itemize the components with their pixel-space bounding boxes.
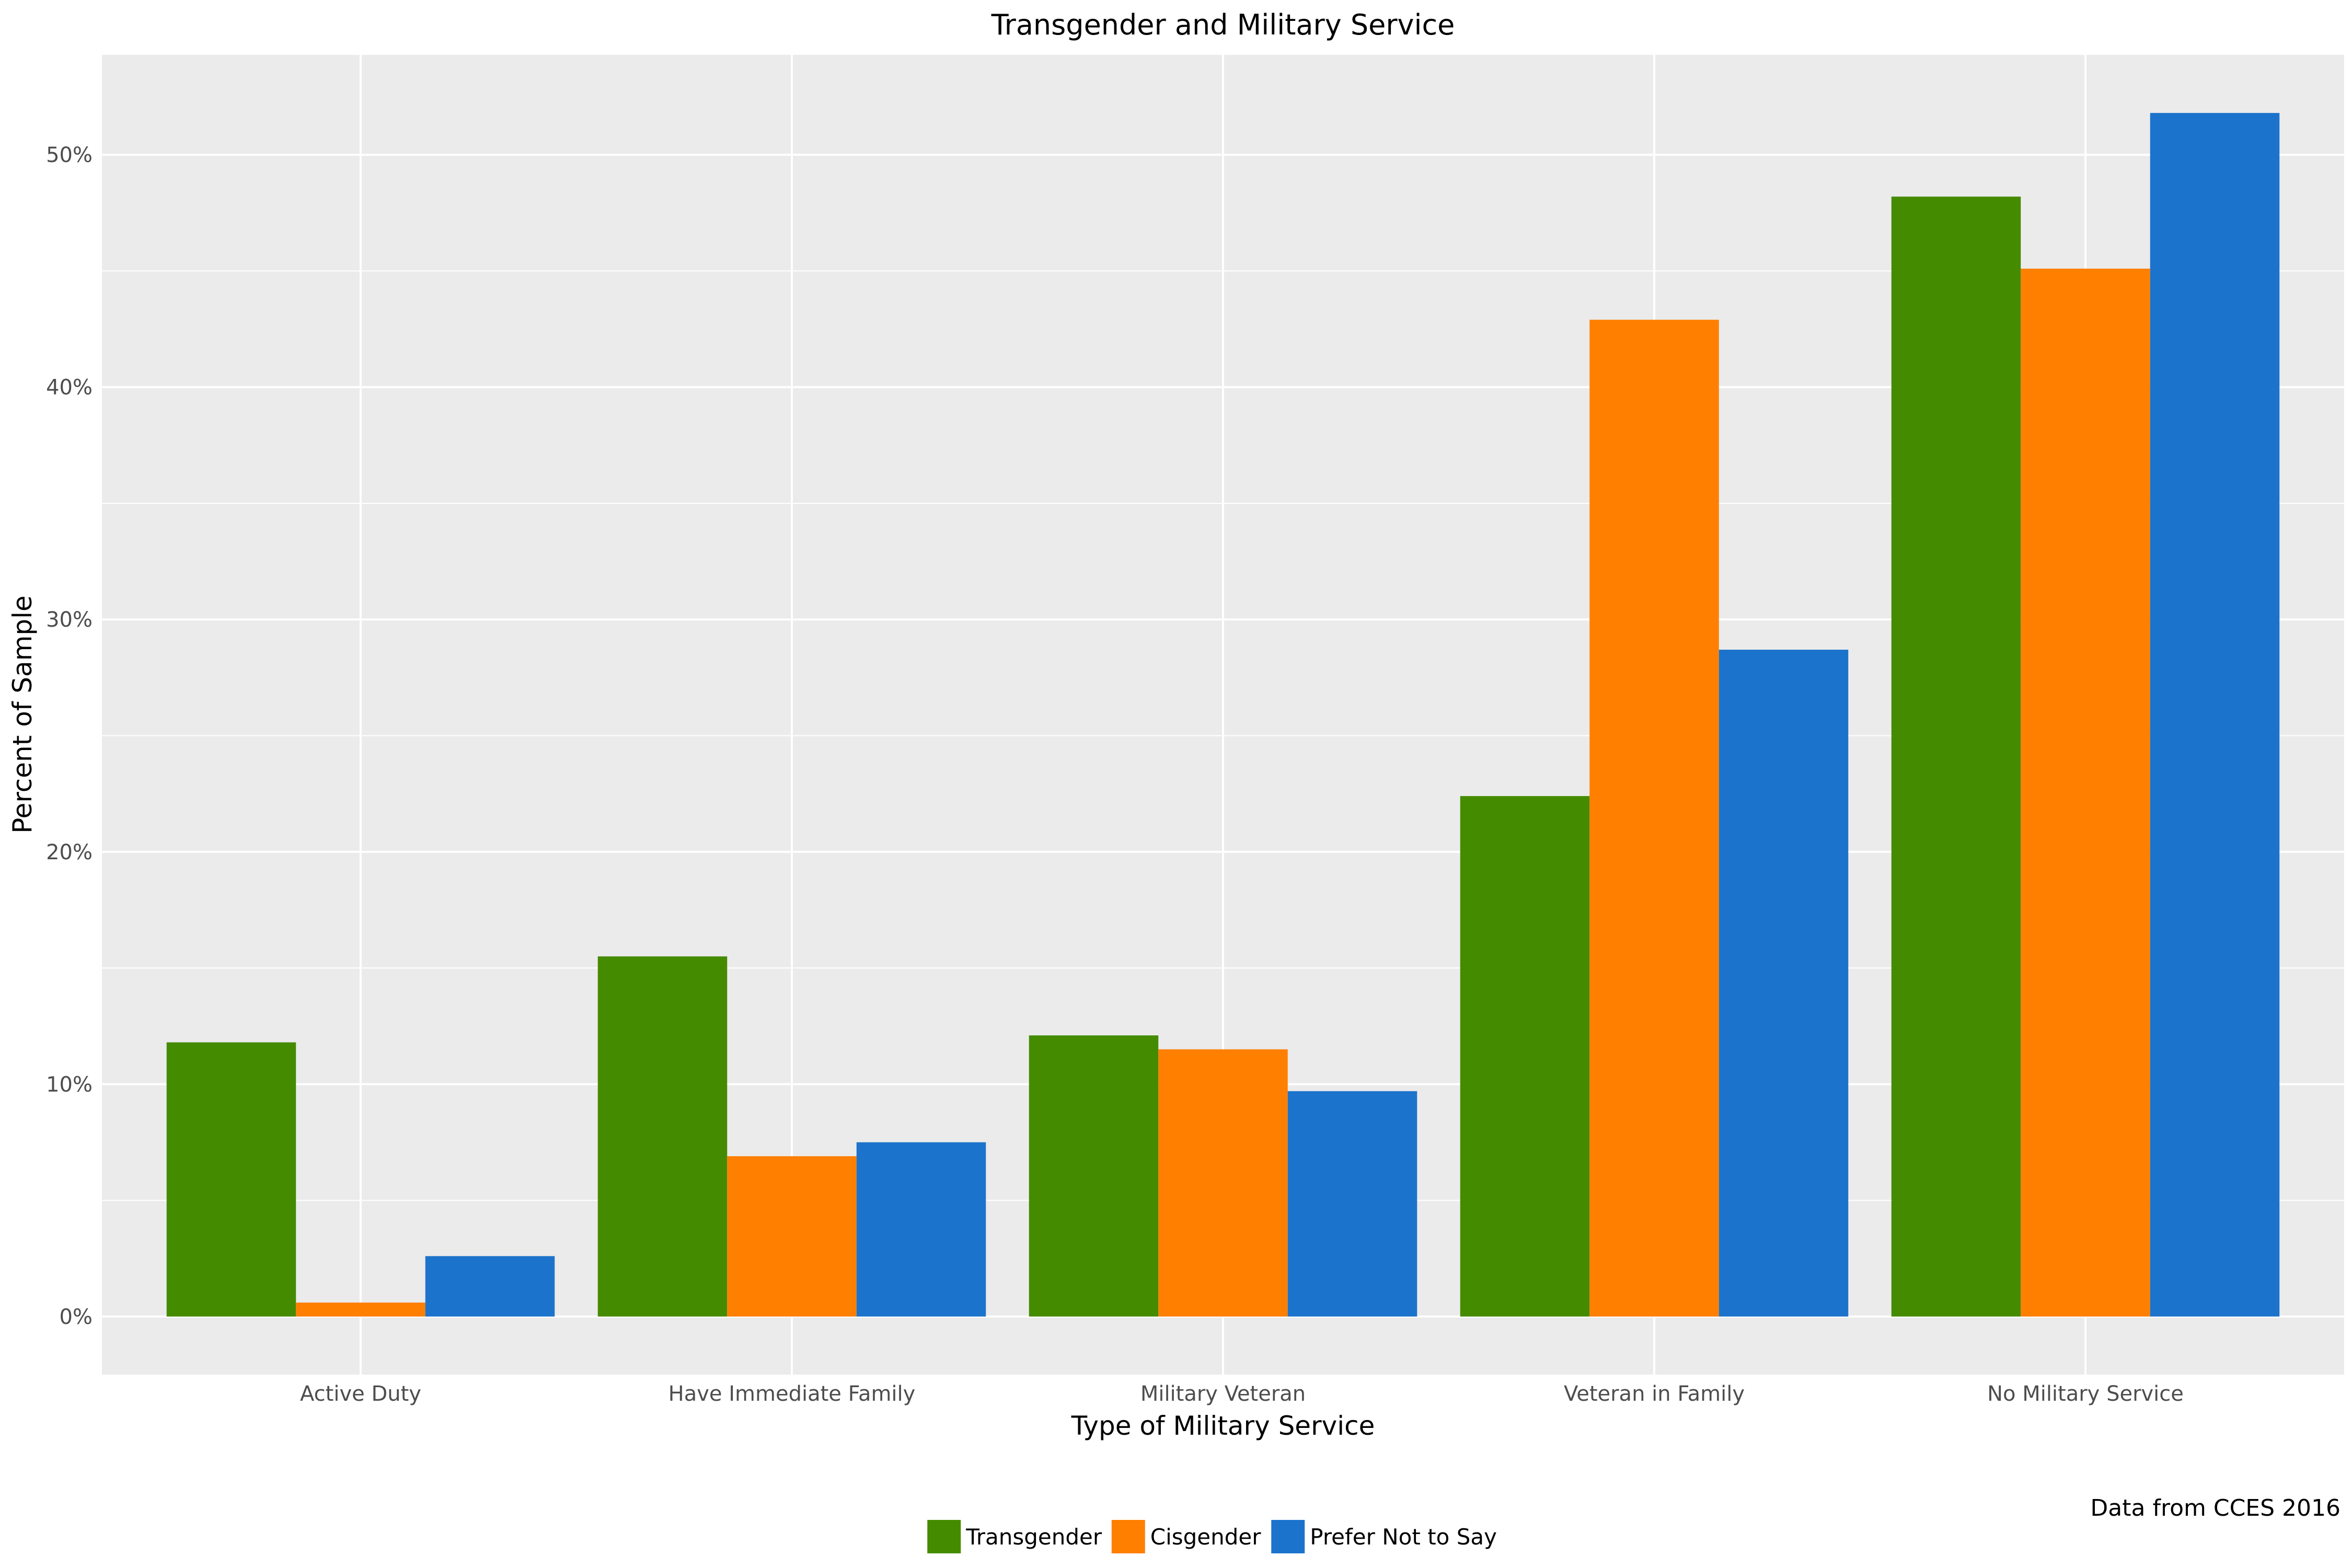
y-tick-label: 50% [46, 143, 93, 167]
y-tick-label: 20% [46, 840, 93, 864]
bar [1029, 1035, 1159, 1317]
bar [597, 956, 728, 1317]
x-tick-label: Veteran in Family [1564, 1382, 1745, 1406]
x-tick-label: No Military Service [1987, 1382, 2184, 1406]
bar [166, 1042, 296, 1317]
bar [1460, 796, 1590, 1317]
legend-label: Transgender [965, 1524, 1102, 1550]
x-tick-labels: Active Duty Have Immediate Family Military… [300, 1382, 2184, 1406]
bar [2021, 268, 2150, 1317]
legend-swatch [1271, 1520, 1305, 1553]
y-tick-label: 0% [60, 1305, 93, 1329]
y-tick-label: 10% [46, 1073, 93, 1097]
bar [2150, 113, 2280, 1317]
x-tick-label: Active Duty [300, 1382, 421, 1406]
bar [727, 1156, 857, 1317]
bar [1589, 319, 1719, 1317]
x-tick-label: Military Veteran [1140, 1382, 1306, 1406]
legend-label: Cisgender [1150, 1524, 1261, 1550]
chart-title: Transgender and Military Service [991, 8, 1455, 41]
bar [856, 1142, 986, 1317]
legend-swatch [927, 1520, 961, 1553]
bar [1891, 197, 2021, 1317]
caption: Data from CCES 2016 [2090, 1495, 2341, 1521]
bar [1287, 1091, 1417, 1317]
y-tick-label: 30% [46, 608, 93, 632]
bar [1719, 650, 1849, 1317]
bar [425, 1256, 555, 1317]
legend-label: Prefer Not to Say [1310, 1524, 1497, 1550]
y-tick-labels: 0% 10% 20% 30% 40% 50% [46, 143, 93, 1329]
x-tick-label: Have Immediate Family [668, 1382, 916, 1406]
bar [296, 1302, 425, 1317]
bar [1158, 1049, 1288, 1317]
bars [166, 113, 2280, 1317]
x-axis-label: Type of Military Service [1071, 1411, 1375, 1441]
y-axis-label: Percent of Sample [7, 595, 38, 834]
legend: Transgender Cisgender Prefer Not to Say [927, 1520, 1497, 1553]
legend-swatch [1111, 1520, 1145, 1553]
y-tick-label: 40% [46, 376, 93, 400]
